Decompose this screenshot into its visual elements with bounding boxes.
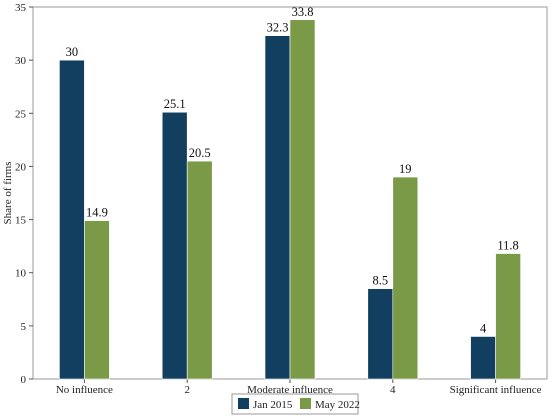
bar-value-label: 25.1 — [164, 97, 186, 111]
data-labels-group: 30 14.9 25.1 20.5 32.333.8 8.5 19 4 11.8 — [66, 5, 519, 336]
bar-value-label: 4 — [480, 321, 487, 335]
bar — [84, 220, 110, 380]
bar — [59, 59, 85, 380]
legend-box — [231, 393, 359, 415]
legend: Jan 2015 May 2022 — [231, 393, 360, 415]
bar-value-label: 33.8 — [292, 5, 314, 19]
legend-swatch — [238, 398, 249, 409]
y-tick-label: 5 — [21, 321, 27, 333]
legend-label: Jan 2015 — [253, 399, 293, 411]
y-tick-label: 0 — [21, 374, 27, 386]
y-axis: 0 5 10 15 20 25 30 35 — [15, 2, 33, 386]
legend-swatch — [300, 398, 311, 409]
bar-value-label: 32.3 — [267, 21, 289, 35]
y-axis-title: Share of firms — [2, 162, 14, 225]
x-tick-label: 4 — [390, 384, 396, 396]
bar — [186, 160, 213, 380]
y-tick-label: 15 — [15, 215, 27, 227]
x-tick-label: No influence — [56, 384, 113, 396]
legend-label: May 2022 — [315, 399, 360, 411]
bar — [392, 176, 419, 380]
x-tick-label: Significant influence — [450, 384, 542, 396]
bars-group — [59, 19, 521, 380]
bar-value-label: 8.5 — [372, 274, 388, 288]
x-tick-label: Moderate influence — [247, 384, 333, 396]
bar — [470, 336, 496, 380]
bar-value-label: 11.8 — [497, 239, 518, 253]
bar — [161, 111, 188, 380]
y-tick-label: 20 — [15, 161, 27, 173]
x-tick-label: 2 — [184, 384, 190, 396]
x-axis: No influence 2 Moderate influence 4 Signific… — [56, 379, 542, 396]
y-tick-label: 30 — [15, 55, 27, 67]
y-tick-label: 10 — [15, 268, 27, 280]
bar — [367, 288, 394, 380]
bar — [289, 19, 316, 380]
bar-value-label: 30 — [66, 45, 79, 59]
bar — [264, 35, 291, 380]
bar-value-label: 19 — [399, 162, 412, 176]
y-tick-label: 35 — [15, 2, 27, 14]
bar-value-label: 14.9 — [86, 206, 108, 220]
y-tick-label: 25 — [15, 108, 27, 120]
bar-value-label: 20.5 — [189, 146, 211, 160]
bar — [495, 253, 521, 380]
